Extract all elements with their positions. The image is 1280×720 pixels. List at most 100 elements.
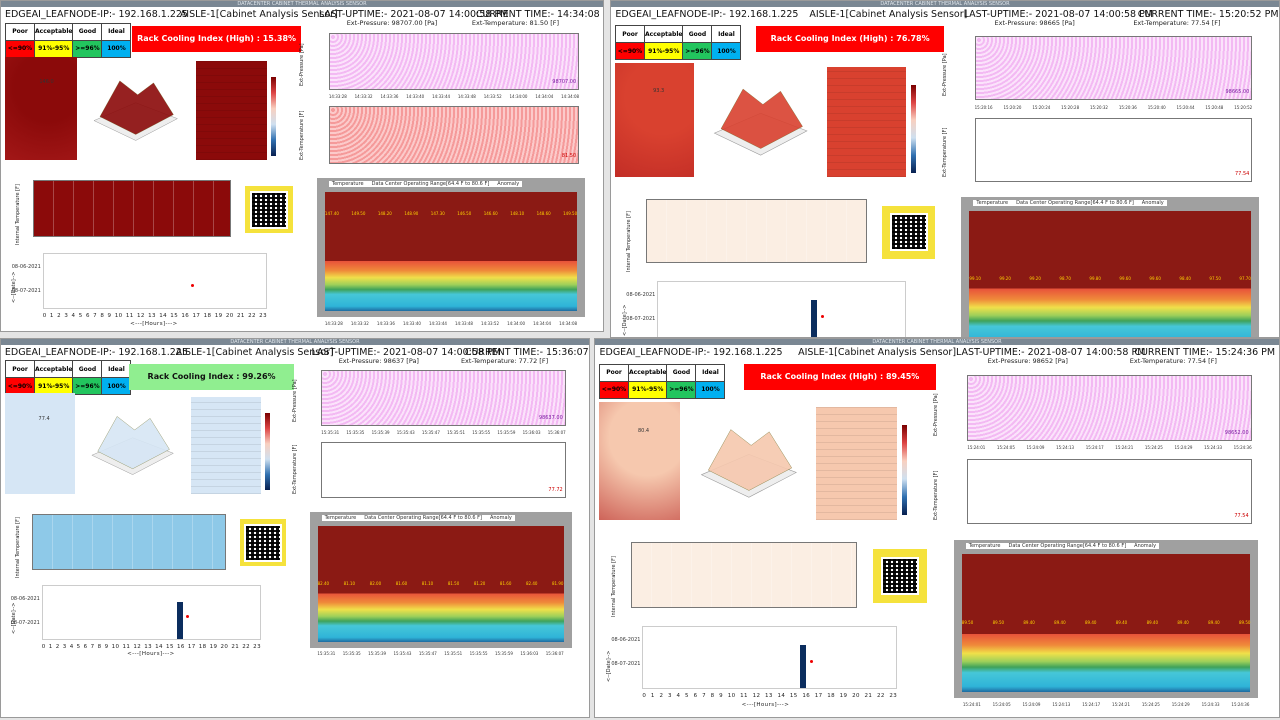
time-tick: 15:24:09 — [1026, 445, 1045, 451]
chart-legend: Temperature Data Center Operating Range[6… — [321, 514, 515, 521]
anomaly-dot — [186, 615, 190, 619]
hour-tick: 14 — [155, 643, 163, 650]
window-title-bar[interactable]: DATACENTER CABINET THERMAL ANALYSIS SENS… — [1, 339, 589, 345]
colorbar — [271, 76, 277, 156]
ext-temperature-readout: Ext-Temperature: 77.54 [F] — [1129, 357, 1217, 365]
time-tick: 15:35:43 — [393, 651, 412, 657]
hour-tick: 7 — [702, 693, 706, 700]
legend-temperature: Temperature — [324, 514, 357, 521]
hour-tick: 11 — [740, 693, 748, 700]
hourly-value: 146.50 — [457, 210, 472, 216]
rci-legend-table: Poor Acceptable Good Ideal <=90% 91%-95% >=96%… — [5, 360, 132, 396]
header-node: EDGEAI_LEAFNODE-IP:- 192.168.1.225 — [4, 347, 188, 358]
window-title-bar[interactable]: DATACENTER CABINET THERMAL ANALYSIS SENS… — [1, 1, 603, 7]
time-tick: 15:24:21 — [1112, 702, 1130, 708]
legend-range: Data Center Operating Range[64.4 F to 80… — [1008, 542, 1127, 549]
heatmap-2d: 146.0 — [5, 56, 77, 160]
hourly-value: 89.40 — [1054, 620, 1066, 626]
header-current: CURRENT TIME:- 15:36:07 PM — [464, 347, 589, 358]
hour-ticks: 0 1 2 3 4 5 6 7 8 9 10 11 12 13 14 15 16 17 18 19 20 21 22 23 — [43, 313, 268, 319]
time-tick: 15:35:35 — [346, 430, 365, 436]
header-aisle: AISLE-1[Cabinet Analysis Sensor] — [798, 347, 957, 358]
hourly-value: 89.40 — [1115, 620, 1128, 626]
header-uptime: LAST-UPTIME:- 2021-08-07 14:00:58 PM — [311, 347, 501, 358]
pressure-end-value: 98707.00 — [552, 79, 577, 86]
rack-cooling-index-banner: Rack Cooling Index (High) : 76.78% — [756, 26, 944, 52]
header-bar: EDGEAI_LEAFNODE-IP:- 192.168.1.225 AISLE-… — [595, 345, 1279, 359]
time-tick: 14:33:36 — [380, 94, 399, 100]
qr-code[interactable] — [245, 185, 294, 234]
operating-range-chart-frame: 99.10 99.20 99.20 98.70 99.80 99.60 99.60 98.40… — [961, 197, 1259, 337]
hour-tick: 6 — [693, 693, 698, 700]
pressure-time-ticks: 14:33:28 14:33:32 14:33:36 14:33:40 14:33:44… — [329, 94, 579, 99]
legend-value-1: 91%-95% — [627, 380, 668, 399]
hourly-value: 97.50 — [1209, 275, 1221, 281]
time-tick: 15:35:59 — [497, 430, 516, 436]
time-tick: 14:34:00 — [507, 320, 526, 326]
rci-legend-table: Poor Acceptable Good Ideal <=90% 91%-95% >=96%… — [615, 25, 742, 61]
hourly-value: 81.50 — [447, 581, 460, 587]
qr-code[interactable] — [882, 205, 935, 259]
header-bar: EDGEAI_LEAFNODE-IP:- 192.168.1.225 AISLE-… — [1, 7, 603, 21]
surface-3d-plot — [88, 397, 177, 490]
window-title-bar[interactable]: DATACENTER CABINET THERMAL ANALYSIS SENS… — [595, 339, 1279, 345]
legend-value-2: >=96% — [72, 39, 103, 58]
hour-tick: 13 — [144, 643, 153, 650]
hour-tick: 1 — [48, 643, 53, 650]
heatmap-value-grid — [826, 67, 907, 178]
time-tick: 15:20:44 — [1176, 104, 1195, 110]
anomaly-dot — [190, 283, 194, 287]
operating-range-chart: 147.40 149.50 148.20 148.90 147.30 146.50 146.… — [324, 191, 578, 311]
hourly-value: 97.70 — [1239, 275, 1251, 281]
operating-range-chart: 89.50 89.50 89.40 89.40 89.40 89.40 89.40 89.40… — [961, 553, 1251, 692]
time-tick: 15:35:51 — [444, 651, 463, 657]
legend-value-2: >=96% — [666, 380, 697, 399]
legend-value-row: <=90% 91%-95% >=96% 100% — [599, 380, 726, 399]
dashboard-window: DATACENTER CABINET THERMAL ANALYSIS SENS… — [610, 0, 1280, 338]
hour-tick: 14 — [159, 312, 167, 319]
hourly-value: 82.40 — [525, 581, 538, 587]
qr-code[interactable] — [239, 519, 287, 567]
pressure-end-value: 98637.00 — [538, 415, 563, 422]
surface-3d-plot — [710, 67, 811, 173]
ext-pressure-axis-label: Ext-Pressure [Pa] — [933, 393, 940, 437]
ext-pressure-axis-label: Ext-Pressure [Pa] — [292, 379, 299, 423]
legend-header-1: Acceptable — [627, 363, 668, 382]
window-title-bar[interactable]: DATACENTER CABINET THERMAL ANALYSIS SENS… — [611, 1, 1279, 7]
time-tick: 15:24:05 — [992, 702, 1011, 708]
time-tick: 15:35:39 — [368, 651, 387, 657]
legend-value-1: 91%-95% — [33, 377, 74, 396]
chart-legend: Temperature Data Center Operating Range[6… — [973, 200, 1167, 207]
header-bar: EDGEAI_LEAFNODE-IP:- 192.168.1.225 AISLE-… — [1, 345, 589, 359]
hour-tick: 2 — [57, 312, 62, 319]
dashboard-window: DATACENTER CABINET THERMAL ANALYSIS SENS… — [594, 338, 1280, 718]
hourly-value: 81.20 — [473, 581, 486, 587]
hourly-value: 146.60 — [483, 210, 498, 216]
hour-tick: 17 — [814, 693, 823, 700]
rack-cooling-index-banner: Rack Cooling Index (High) : 89.45% — [743, 364, 936, 390]
hour-tick: 18 — [203, 312, 212, 319]
time-tick: 15:24:01 — [967, 445, 986, 451]
time-tick: 15:20:36 — [1118, 104, 1137, 110]
hourly-value: 89.50 — [992, 620, 1005, 626]
heatmap-hotspot-label: 80.4 — [637, 427, 650, 434]
legend-value-0: <=90% — [615, 42, 645, 61]
hour-tick: 23 — [259, 312, 267, 319]
operating-range-chart: 99.10 99.20 99.20 98.70 99.80 99.60 99.60 98.40… — [969, 211, 1251, 337]
hourly-value: 81.90 — [552, 581, 564, 587]
anomaly-hour-bar — [177, 602, 184, 639]
operating-range-chart-frame: 147.40 149.50 148.20 148.90 147.30 146.50 146.… — [316, 177, 586, 317]
heatmap-value-grid — [191, 397, 262, 495]
time-tick: 14:33:44 — [428, 320, 447, 326]
time-tick: 14:34:04 — [535, 94, 554, 100]
pressure-time-ticks: 15:20:16 15:20:20 15:20:24 15:20:28 15:20:32… — [975, 105, 1253, 110]
qr-code-image — [250, 190, 289, 229]
hour-tick: 6 — [83, 643, 88, 650]
hourly-value: 89.40 — [1208, 620, 1220, 626]
ext-temp-axis-label: Ext-Temperature [F] — [292, 444, 299, 495]
qr-code[interactable] — [872, 548, 927, 604]
hour-tick: 2 — [659, 693, 664, 700]
hourly-value: 99.10 — [969, 275, 981, 281]
anomaly-hour-bar — [182, 270, 188, 308]
ext-pressure-chart: 98665.00 — [974, 36, 1253, 101]
